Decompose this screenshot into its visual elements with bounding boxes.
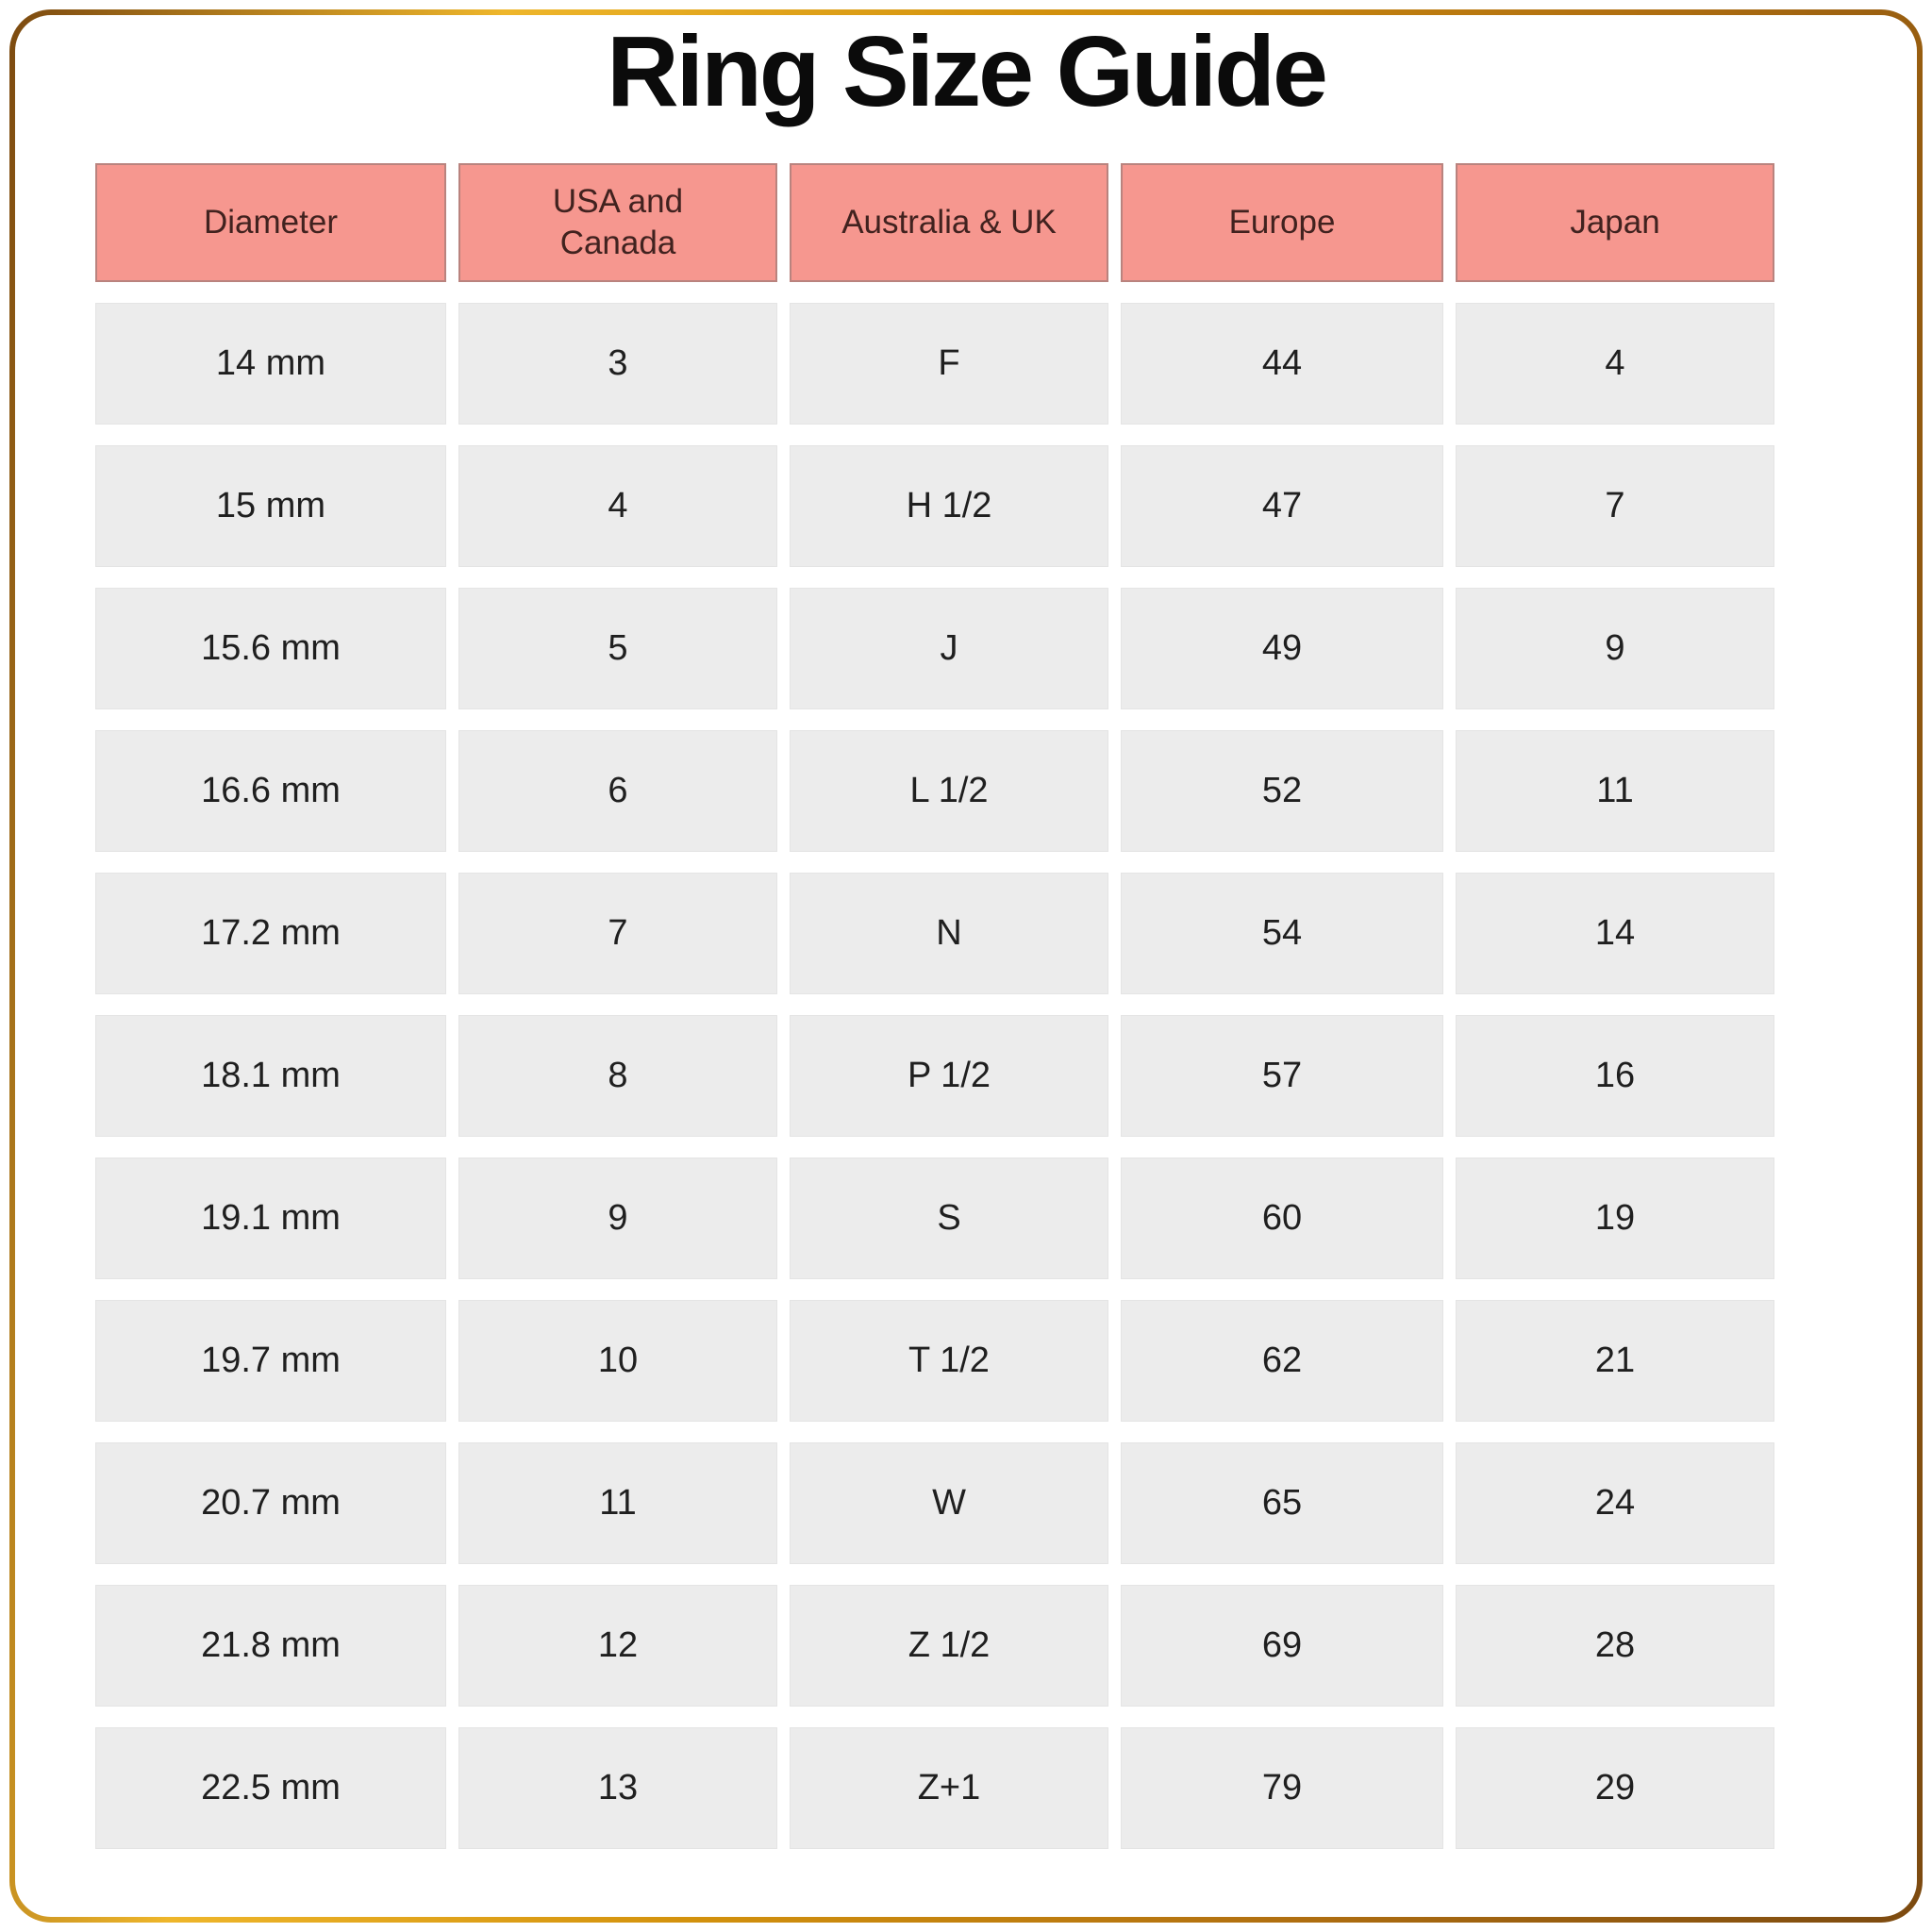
header-cell: Europe xyxy=(1121,163,1443,282)
table-cell: F xyxy=(790,303,1108,425)
table-cell: 3 xyxy=(458,303,777,425)
table-cell: H 1/2 xyxy=(790,445,1108,567)
table-cell: 65 xyxy=(1121,1442,1443,1564)
table-cell: 49 xyxy=(1121,588,1443,709)
table-cell: 54 xyxy=(1121,873,1443,994)
table-cell: 6 xyxy=(458,730,777,852)
table-cell: S xyxy=(790,1158,1108,1279)
header-cell: Diameter xyxy=(95,163,446,282)
table-cell: 60 xyxy=(1121,1158,1443,1279)
table-cell: 21.8 mm xyxy=(95,1585,446,1707)
table-cell: 13 xyxy=(458,1727,777,1849)
table-cell: Z+1 xyxy=(790,1727,1108,1849)
table-cell: 21 xyxy=(1456,1300,1774,1422)
table-cell: 16.6 mm xyxy=(95,730,446,852)
table-cell: P 1/2 xyxy=(790,1015,1108,1137)
table-cell: 15.6 mm xyxy=(95,588,446,709)
table-cell: 19 xyxy=(1456,1158,1774,1279)
table-cell: 4 xyxy=(1456,303,1774,425)
table-cell: 9 xyxy=(458,1158,777,1279)
table-cell: Z 1/2 xyxy=(790,1585,1108,1707)
page-background: Ring Size Guide Diameter USA and Canada Au… xyxy=(15,15,1917,1917)
table-cell: 11 xyxy=(458,1442,777,1564)
table-cell: 28 xyxy=(1456,1585,1774,1707)
table-cell: 7 xyxy=(1456,445,1774,567)
table-cell: 17.2 mm xyxy=(95,873,446,994)
table-cell: 22.5 mm xyxy=(95,1727,446,1849)
table-cell: 47 xyxy=(1121,445,1443,567)
table-cell: 57 xyxy=(1121,1015,1443,1137)
table-cell: 69 xyxy=(1121,1585,1443,1707)
table-cell: 5 xyxy=(458,588,777,709)
table-cell: 11 xyxy=(1456,730,1774,852)
table-cell: 19.1 mm xyxy=(95,1158,446,1279)
table-cell: 18.1 mm xyxy=(95,1015,446,1137)
table-cell: 24 xyxy=(1456,1442,1774,1564)
table-cell: 14 mm xyxy=(95,303,446,425)
table-cell: 19.7 mm xyxy=(95,1300,446,1422)
table-cell: 20.7 mm xyxy=(95,1442,446,1564)
table-cell: 79 xyxy=(1121,1727,1443,1849)
page-title: Ring Size Guide xyxy=(607,16,1328,127)
table-cell: 8 xyxy=(458,1015,777,1137)
table-cell: N xyxy=(790,873,1108,994)
table-cell: 10 xyxy=(458,1300,777,1422)
table-cell: 4 xyxy=(458,445,777,567)
table-cell: 29 xyxy=(1456,1727,1774,1849)
table-cell: 9 xyxy=(1456,588,1774,709)
header-cell: Japan xyxy=(1456,163,1774,282)
gold-border-frame: Ring Size Guide Diameter USA and Canada Au… xyxy=(9,9,1923,1923)
table-cell: W xyxy=(790,1442,1108,1564)
table-cell: 16 xyxy=(1456,1015,1774,1137)
table-cell: 44 xyxy=(1121,303,1443,425)
table-cell: 52 xyxy=(1121,730,1443,852)
table-cell: 7 xyxy=(458,873,777,994)
table-cell: T 1/2 xyxy=(790,1300,1108,1422)
table-cell: 12 xyxy=(458,1585,777,1707)
header-cell: USA and Canada xyxy=(458,163,777,282)
ring-size-table: Diameter USA and Canada Australia & UK Euro… xyxy=(95,163,1774,1849)
table-cell: L 1/2 xyxy=(790,730,1108,852)
table-cell: 15 mm xyxy=(95,445,446,567)
table-cell: 62 xyxy=(1121,1300,1443,1422)
table-cell: J xyxy=(790,588,1108,709)
table-cell: 14 xyxy=(1456,873,1774,994)
header-cell: Australia & UK xyxy=(790,163,1108,282)
